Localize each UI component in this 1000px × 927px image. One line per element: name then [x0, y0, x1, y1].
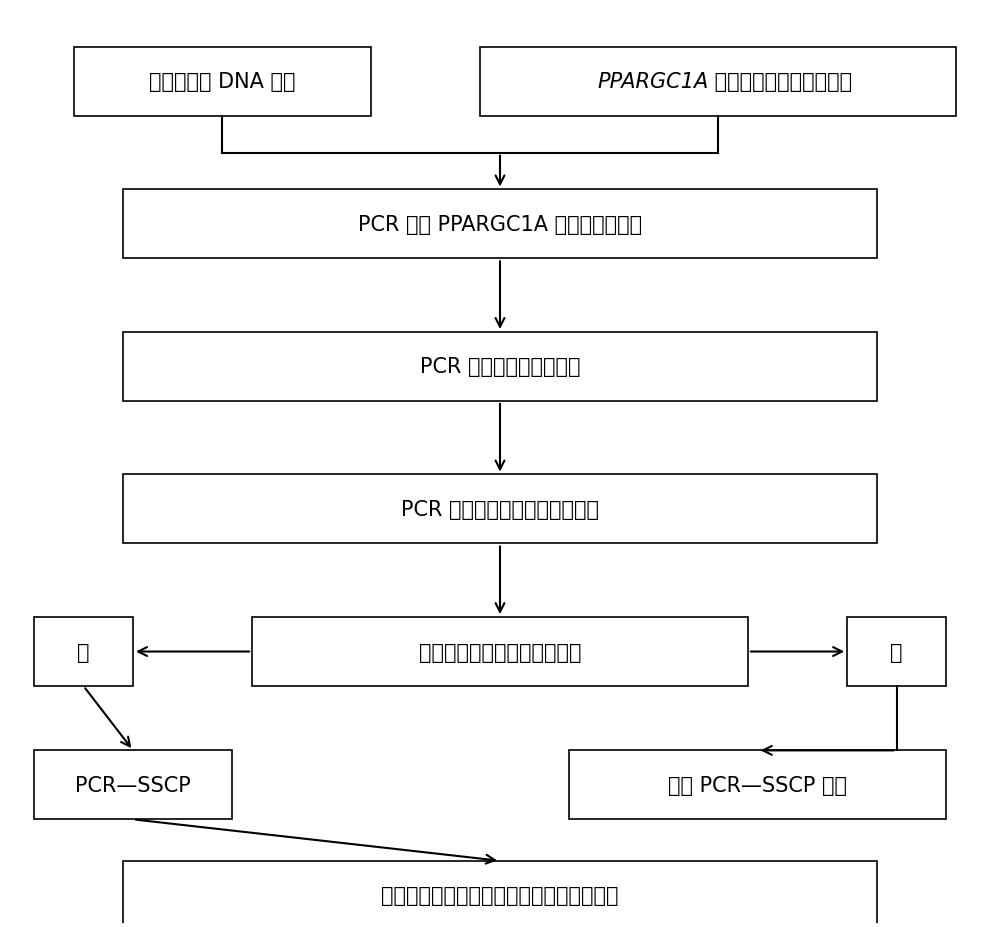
Text: 有: 有	[77, 641, 90, 662]
Text: 基因信息获取及引物设计: 基因信息获取及引物设计	[708, 72, 852, 93]
Text: PPARGC1A: PPARGC1A	[597, 72, 708, 93]
Text: 不用 PCR—SSCP 检测: 不用 PCR—SSCP 检测	[668, 775, 847, 795]
Text: PCR 扩增产物琼脂糖检测: PCR 扩增产物琼脂糖检测	[420, 357, 580, 377]
Text: 测序结果分析是否有突变位点: 测序结果分析是否有突变位点	[419, 641, 581, 662]
FancyBboxPatch shape	[34, 751, 232, 819]
FancyBboxPatch shape	[252, 617, 748, 686]
FancyBboxPatch shape	[480, 48, 956, 117]
Text: PCR 扩增产物混合，纯化及测序: PCR 扩增产物混合，纯化及测序	[401, 500, 599, 519]
Text: PCR—SSCP: PCR—SSCP	[75, 775, 191, 795]
FancyBboxPatch shape	[569, 751, 946, 819]
FancyBboxPatch shape	[34, 617, 133, 686]
Text: 样品收集及 DNA 提取: 样品收集及 DNA 提取	[149, 72, 296, 93]
Text: 否: 否	[890, 641, 903, 662]
Text: PCR 扩增 PPARGC1A 基因特定的片段: PCR 扩增 PPARGC1A 基因特定的片段	[358, 215, 642, 235]
FancyBboxPatch shape	[74, 48, 371, 117]
FancyBboxPatch shape	[123, 333, 877, 401]
FancyBboxPatch shape	[123, 190, 877, 259]
FancyBboxPatch shape	[123, 475, 877, 544]
Text: 性状关联分析以筛选出有用的分子标记位点: 性状关联分析以筛选出有用的分子标记位点	[381, 885, 619, 906]
FancyBboxPatch shape	[847, 617, 946, 686]
FancyBboxPatch shape	[123, 861, 877, 927]
